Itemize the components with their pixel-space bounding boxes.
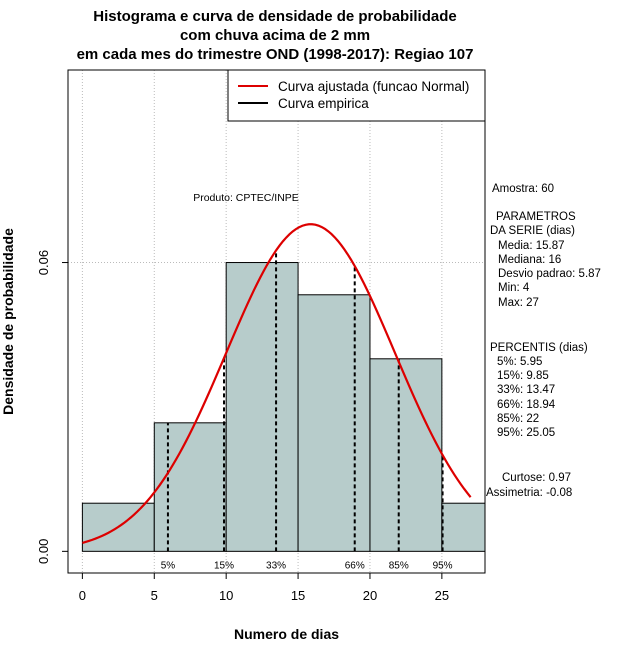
percentile-15: 15%: 9.85 [497,370,549,382]
histogram-bar-5 [441,502,486,552]
percentile-label-4: 85% [389,560,409,571]
chart-title-line-2: com chuva acima de 2 mm [179,27,371,44]
params-header-2: DA SERIE (dias) [490,225,575,237]
legend-label-0: Curva ajustada (funcao Normal) [278,79,469,94]
percentile-5: 5%: 5.95 [497,356,543,368]
stat-min: Min: 4 [498,282,530,294]
x-tick-label-2: 10 [219,588,233,603]
percentile-33: 33%: 13.47 [497,384,556,396]
percentile-95: 95%: 25.05 [497,427,556,439]
percentile-label-3: 66% [345,560,365,571]
normal-fit-curve [82,223,472,544]
y-axis-title: Densidade de probabilidade [0,228,16,415]
percentile-85: 85%: 22 [497,413,540,425]
legend-box [227,69,486,122]
stat-media: Media: 15.87 [498,240,565,252]
chart-title-line-1: Histograma e curva de densidade de proba… [93,8,457,25]
percentile-label-5: 95% [433,560,453,571]
stat-curtose: Curtose: 0.97 [502,472,572,484]
produto-annotation: Produto: CPTEC/INPE [193,192,299,204]
histogram-bar-3 [297,294,371,552]
percentile-label-1: 15% [214,560,234,571]
legend-label-1: Curva empirica [278,96,369,111]
sample-size: Amostra: 60 [492,183,554,195]
stat-desvio: Desvio padrao: 5.87 [498,268,601,280]
x-tick-label-4: 20 [363,588,377,603]
percentis-header: PERCENTIS (dias) [490,342,588,354]
percentile-66: 66%: 18.94 [497,399,556,411]
percentile-label-2: 33% [266,560,286,571]
percentile-label-0: 5% [161,560,176,571]
x-axis-title: Numero de dias [234,626,339,642]
x-tick-label-5: 25 [435,588,449,603]
histogram-bar-1 [153,422,227,552]
y-tick-label-1: 0.06 [36,250,51,275]
stat-assimetria: Assimetria: -0.08 [486,487,573,499]
stat-max: Max: 27 [498,297,539,309]
histogram-bar-4 [369,358,443,552]
x-tick-label-3: 15 [291,588,305,603]
histogram-bar-2 [225,262,299,552]
stat-mediana: Mediana: 16 [498,254,562,266]
chart-title-line-3: em cada mes do trimestre OND (1998-2017)… [76,46,474,63]
x-tick-label-0: 0 [79,588,86,603]
x-tick-label-1: 5 [151,588,158,603]
params-header-1: PARAMETROS [496,211,576,223]
y-tick-label-0: 0.00 [36,539,51,564]
